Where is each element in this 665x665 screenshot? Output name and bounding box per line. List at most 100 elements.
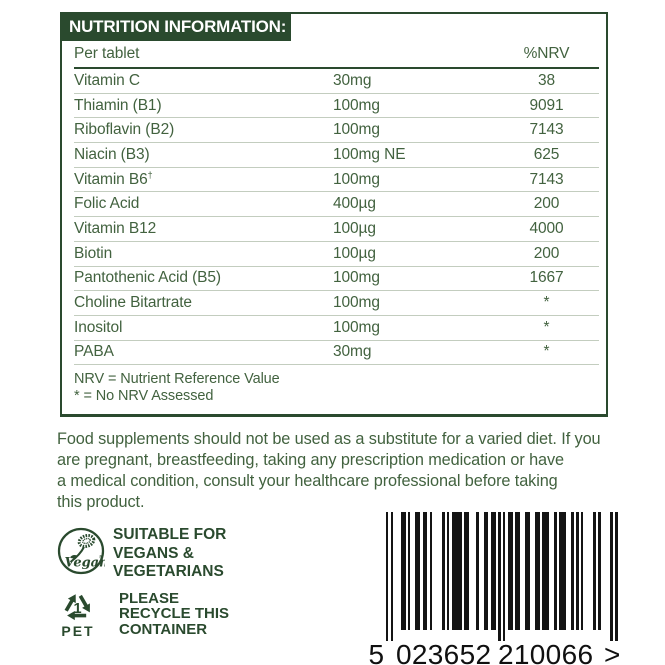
barcode-module — [425, 512, 428, 630]
nutrient-row: PABA 30mg * — [74, 341, 599, 366]
nutrient-nrv: 38 — [537, 71, 556, 89]
barcode-module — [390, 512, 394, 641]
barcode-first-digit: 5 — [368, 639, 385, 665]
barcode-module — [561, 512, 564, 630]
barcode-module — [403, 512, 406, 630]
barcode-digit: 3 — [427, 639, 444, 665]
nutrient-amount: 100mg — [333, 121, 380, 139]
header-rule — [74, 67, 599, 69]
nutrient-row: Vitamin C 30mg 38 — [74, 69, 599, 94]
nutrient-name: Choline Bitartrate — [74, 294, 192, 312]
pet-material-label: PET — [61, 623, 95, 639]
barcode-module — [466, 512, 469, 630]
nutrient-nrv: 625 — [533, 145, 560, 163]
nutrient-nrv: 7143 — [529, 121, 564, 139]
barcode-digit: 1 — [513, 639, 530, 665]
nutrient-amount: 100mg — [333, 269, 380, 287]
barcode-module — [527, 512, 530, 630]
footnote-nrv: NRV = Nutrient Reference Value — [74, 371, 280, 387]
barcode-bars — [386, 512, 618, 641]
barcode-module — [407, 512, 411, 630]
barcode-digit: 2 — [411, 639, 428, 665]
registered-mark: ® — [99, 554, 103, 561]
barcode-module — [544, 512, 547, 630]
barcode-module — [546, 512, 550, 630]
barcode-digit: 5 — [459, 639, 476, 665]
nutrient-nrv: 4000 — [529, 219, 564, 237]
recycle-badge-text: PLEASE RECYCLE THIS CONTAINER — [119, 591, 229, 637]
nutrient-nrv: 7143 — [529, 170, 564, 188]
nutrient-name: Folic Acid — [74, 195, 140, 213]
barcode-module — [554, 512, 557, 630]
nutrient-amount: 400µg — [333, 195, 376, 213]
advisory-line: this product. — [57, 492, 145, 511]
advisory-text: Food supplements should not be used as a… — [57, 429, 601, 513]
barcode-module — [515, 512, 518, 630]
column-header-per-tablet: Per tablet — [74, 45, 140, 62]
barcode-digit: 0 — [545, 639, 562, 665]
barcode-module — [576, 512, 579, 630]
advisory-line: are pregnant, breastfeeding, taking any … — [57, 450, 564, 469]
footnotes: NRV = Nutrient Reference Value * = No NR… — [74, 371, 280, 404]
advisory-line: a medical condition, consult your health… — [57, 471, 558, 490]
nutrient-row: Folic Acid 400µg 200 — [74, 192, 599, 218]
barcode-module — [400, 512, 404, 630]
nutrient-amount: 100µg — [333, 219, 376, 237]
barcode-module — [542, 512, 545, 630]
barcode-module — [517, 512, 521, 630]
nutrient-row: Vitamin B12 100µg 4000 — [74, 217, 599, 242]
nutrient-nrv: 9091 — [529, 96, 564, 114]
barcode-digit: 0 — [529, 639, 546, 665]
nutrient-amount: 100µg — [333, 244, 376, 262]
barcode-digit: 2 — [498, 639, 514, 665]
vegan-line: VEGETARIANS — [113, 563, 224, 581]
nutrient-name: Riboflavin (B2) — [74, 121, 175, 139]
barcode-module — [456, 512, 460, 630]
barcode-module — [598, 512, 601, 630]
table-column-headers: Per tablet %NRV — [74, 45, 599, 63]
nutrient-name: Vitamin C — [74, 71, 141, 89]
barcode-module — [563, 512, 567, 630]
barcode-module — [451, 512, 455, 630]
barcode-module — [610, 512, 613, 641]
barcode-module — [386, 512, 389, 641]
barcode-module — [581, 512, 584, 630]
barcode-digit: 6 — [561, 639, 578, 665]
barcode-module — [483, 512, 486, 630]
nutrient-amount: 100mg — [333, 318, 380, 336]
nutrient-nrv: 200 — [533, 244, 560, 262]
barcode-suffix: > — [604, 639, 621, 665]
nutrient-row: Biotin 100µg 200 — [74, 242, 599, 267]
barcode-module — [442, 512, 445, 630]
barcode-module — [507, 512, 511, 630]
nutrient-amount: 100mg — [333, 170, 380, 188]
recycle-code-number: 1 — [74, 601, 82, 617]
barcode-digit: 6 — [577, 639, 593, 665]
nutrient-table: Vitamin C 30mg 38 Thiamin (B1) 100mg 909… — [74, 69, 599, 366]
barcode-module — [490, 512, 494, 630]
nutrient-row: Inositol 100mg * — [74, 316, 599, 341]
barcode-module — [493, 512, 496, 630]
nutrient-name: Niacin (B3) — [74, 145, 150, 163]
barcode-module — [446, 512, 450, 630]
nutrient-row: Vitamin B6† 100mg 7143 — [74, 168, 599, 193]
nutrient-row: Niacin (B3) 100mg NE 625 — [74, 143, 599, 168]
nutrient-row: Thiamin (B1) 100mg 9091 — [74, 94, 599, 119]
vegan-badge-text: SUITABLE FOR VEGANS & VEGETARIANS — [113, 526, 226, 582]
nutrient-name: PABA — [74, 343, 114, 361]
barcode-module — [417, 512, 421, 630]
vegan-logo-word: Vegan — [65, 556, 106, 571]
recycle-line: CONTAINER — [119, 620, 208, 638]
nutrient-row: Pantothenic Acid (B5) 100mg 1667 — [74, 267, 599, 292]
barcode-module — [615, 512, 618, 641]
barcode-module — [464, 512, 467, 630]
barcode-module — [459, 512, 462, 630]
column-header-nrv: %NRV — [523, 45, 570, 62]
nutrient-row: Riboflavin (B2) 100mg 7143 — [74, 118, 599, 144]
barcode-module — [503, 512, 506, 641]
